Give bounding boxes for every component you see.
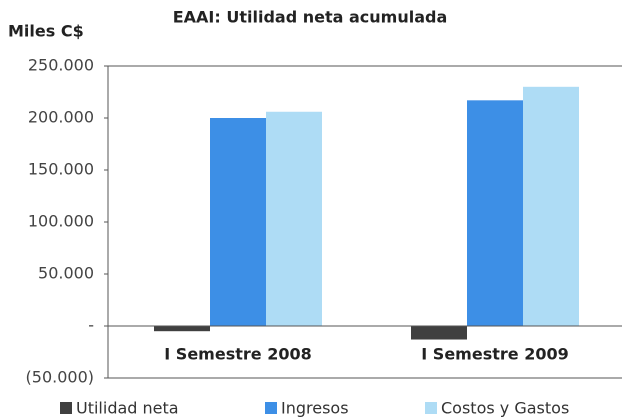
legend-swatch [265, 402, 277, 414]
y-axis-label: Miles C$ [8, 22, 84, 41]
y-tick-label: - [88, 316, 94, 335]
legend-label: Utilidad neta [76, 399, 179, 418]
bar [523, 86, 579, 326]
bar [411, 326, 467, 340]
bar [154, 326, 210, 332]
y-tick-label: 200.000 [28, 108, 94, 127]
legend-label: Costos y Gastos [441, 399, 569, 418]
y-tick-label: 250.000 [28, 56, 94, 75]
y-tick-label: (50.000) [26, 368, 94, 387]
chart-title: EAAI: Utilidad neta acumulada [173, 8, 448, 27]
y-tick-label: 150.000 [28, 160, 94, 179]
x-tick-label: I Semestre 2009 [421, 345, 568, 364]
legend-swatch [425, 402, 437, 414]
bar [210, 118, 266, 326]
bar [266, 111, 322, 326]
y-tick-label: 100.000 [28, 212, 94, 231]
y-tick-label: 50.000 [38, 264, 94, 283]
legend-label: Ingresos [281, 399, 349, 418]
legend-swatch [60, 402, 72, 414]
x-tick-label: I Semestre 2008 [164, 345, 311, 364]
bar [467, 100, 523, 326]
